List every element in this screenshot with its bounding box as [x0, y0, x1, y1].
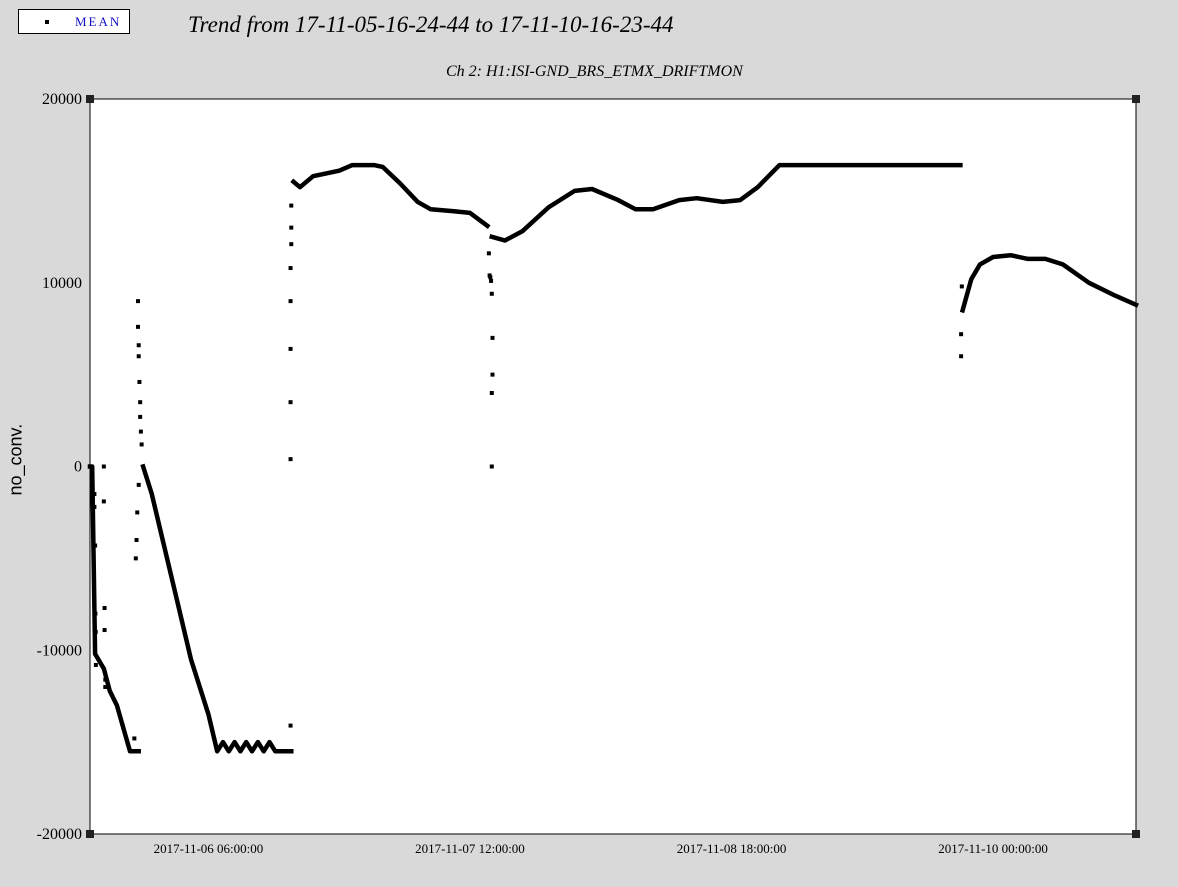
x-tick-label: 2017-11-10 00:00:00	[938, 841, 1048, 856]
series-mean	[87, 162, 1139, 754]
data-point	[489, 464, 494, 469]
data-point	[93, 662, 98, 667]
data-point	[490, 335, 495, 340]
data-point	[490, 372, 495, 377]
x-tick-label: 2017-11-08 18:00:00	[677, 841, 787, 856]
data-point	[92, 504, 97, 509]
data-point	[134, 538, 139, 542]
data-point	[288, 299, 293, 304]
corner-handle	[86, 95, 94, 103]
data-point	[135, 324, 140, 329]
y-tick-label: 10000	[42, 275, 82, 292]
y-tick-label: -20000	[37, 826, 82, 843]
data-point	[138, 429, 143, 434]
data-point	[959, 354, 964, 359]
data-point	[288, 723, 293, 728]
y-tick-label: 20000	[42, 91, 82, 108]
data-point	[138, 414, 143, 419]
data-point	[93, 629, 98, 634]
data-point	[103, 677, 108, 682]
data-point	[138, 400, 143, 405]
legend-marker	[45, 20, 49, 24]
y-tick-label: -10000	[37, 642, 82, 659]
data-point	[92, 492, 97, 497]
series-line-segment	[290, 162, 491, 229]
data-point	[102, 605, 107, 610]
legend-label: MEAN	[75, 14, 122, 29]
chart-subtitle: Ch 2: H1:ISI-GND_BRS_ETMX_DRIFTMON	[446, 63, 743, 80]
plot-frame	[86, 95, 1140, 838]
data-point	[288, 457, 293, 462]
data-point	[136, 354, 141, 359]
data-point	[489, 391, 494, 395]
data-point	[289, 225, 294, 230]
series-line-segment	[959, 252, 1139, 314]
data-point	[489, 278, 494, 283]
y-tick-label: 0	[74, 459, 82, 476]
data-point	[488, 275, 493, 280]
data-point	[135, 299, 140, 304]
series-line-segment	[140, 463, 294, 754]
legend: MEAN	[18, 9, 130, 34]
data-point	[136, 343, 141, 348]
data-point	[101, 499, 106, 504]
data-point	[288, 266, 293, 271]
data-point	[101, 464, 106, 469]
data-point	[288, 346, 293, 351]
data-point	[133, 556, 138, 561]
data-point	[103, 685, 108, 689]
corner-handle	[1132, 95, 1140, 103]
corner-handle	[86, 830, 94, 838]
data-point	[93, 611, 98, 616]
data-point	[139, 442, 144, 447]
data-point	[137, 379, 142, 384]
data-point	[489, 291, 494, 296]
data-point	[486, 251, 491, 256]
x-tick-label: 2017-11-07 12:00:00	[415, 841, 525, 856]
data-point	[289, 203, 294, 208]
tick-labels: 20000 10000 0 -10000 -20000 2017-11-06 06:00:…	[37, 91, 1048, 856]
x-tick-label: 2017-11-06 06:00:00	[154, 841, 264, 856]
chart-title: Trend from 17-11-05-16-24-44 to 17-11-10…	[188, 12, 674, 37]
data-point	[132, 736, 137, 741]
data-point	[93, 543, 98, 548]
series-line-segment	[489, 162, 963, 243]
data-point	[289, 242, 294, 247]
data-point	[136, 482, 141, 487]
corner-handle	[1132, 830, 1140, 838]
data-point	[135, 510, 140, 515]
data-point	[288, 400, 293, 405]
data-point	[102, 628, 107, 633]
plot-background	[90, 99, 1136, 834]
data-point	[959, 332, 964, 337]
data-point	[959, 284, 964, 289]
